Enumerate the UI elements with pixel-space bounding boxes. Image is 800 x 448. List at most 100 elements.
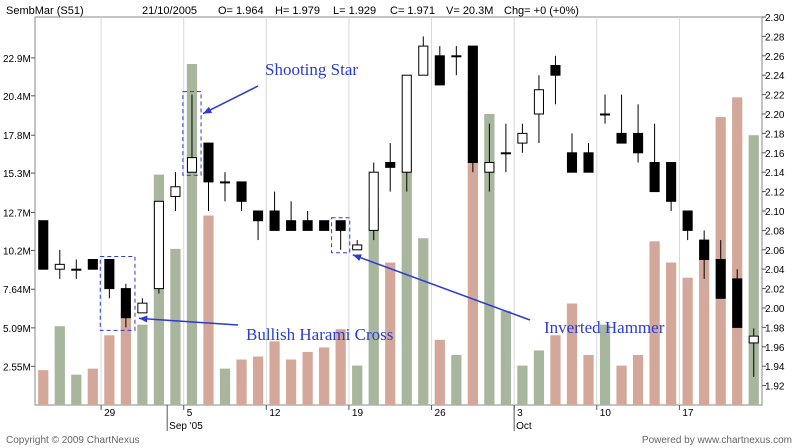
header-date: 21/10/2005 bbox=[142, 5, 197, 17]
price-tick-label: 2.00 bbox=[765, 304, 785, 315]
candle-body bbox=[467, 45, 478, 163]
candle-body bbox=[38, 220, 49, 270]
candle-body bbox=[666, 162, 677, 202]
candle-body bbox=[583, 152, 594, 173]
month-label: Oct bbox=[516, 421, 532, 432]
candle-body bbox=[566, 152, 578, 173]
candle-body bbox=[533, 89, 544, 115]
annotation-arrow-head bbox=[138, 315, 148, 323]
volume-bar bbox=[666, 262, 677, 405]
volume-bar bbox=[252, 356, 264, 405]
volume-tick-label: 2.55M bbox=[3, 362, 31, 373]
volume-bar bbox=[533, 350, 545, 405]
candle-body bbox=[484, 162, 495, 173]
candle-body bbox=[104, 259, 115, 290]
annotation-label: Bullish Harami Cross bbox=[246, 325, 393, 344]
date-tick-label: 12 bbox=[269, 408, 281, 419]
annotation-arrow-line bbox=[352, 254, 531, 321]
volume-bar bbox=[418, 238, 429, 405]
header-symbol: SembMar (S51) bbox=[6, 5, 84, 17]
annotation-arrow-head bbox=[352, 254, 362, 261]
price-tick-label: 1.98 bbox=[765, 323, 785, 334]
candle-body bbox=[137, 302, 148, 314]
price-tick-label: 1.94 bbox=[765, 362, 785, 373]
price-tick-label: 2.26 bbox=[765, 52, 785, 63]
candle-body bbox=[219, 181, 231, 184]
header-high: H= 1.979 bbox=[275, 5, 320, 17]
price-tick-label: 2.08 bbox=[765, 226, 785, 237]
header-close: C= 1.971 bbox=[390, 5, 435, 17]
volume-bar bbox=[170, 248, 181, 405]
candle-body bbox=[71, 268, 82, 271]
price-tick-label: 2.14 bbox=[765, 168, 785, 179]
candle-body bbox=[699, 239, 710, 261]
header-low: L= 1.929 bbox=[333, 5, 376, 17]
volume-bar bbox=[285, 359, 297, 405]
header-volume: V= 20.3M bbox=[446, 5, 493, 17]
volume-bar bbox=[71, 374, 82, 405]
annotations: Shooting Star Bullish Harami Cross Inverte… bbox=[99, 60, 665, 344]
price-tick-label: 2.04 bbox=[765, 265, 785, 276]
candle-body bbox=[335, 220, 346, 231]
date-tick-label: 17 bbox=[682, 408, 694, 419]
candle-body bbox=[715, 259, 726, 299]
price-tick-label: 2.20 bbox=[765, 110, 785, 121]
candle-body bbox=[517, 132, 528, 144]
price-tick-label: 2.28 bbox=[765, 32, 785, 43]
volume-bar bbox=[385, 262, 396, 405]
volume-bar bbox=[302, 351, 313, 405]
volume-bar bbox=[368, 207, 379, 405]
candle-body bbox=[319, 220, 330, 231]
volume-bar bbox=[649, 241, 660, 405]
volume-bar bbox=[467, 89, 478, 405]
volume-bar bbox=[38, 370, 49, 405]
volume-bar bbox=[682, 277, 693, 405]
price-axis: 2.30 2.28 2.26 2.24 2.22 2.20 2.18 2.16 2.14 2.12… bbox=[762, 13, 785, 393]
candle-body bbox=[451, 55, 462, 58]
volume-bar bbox=[451, 354, 462, 405]
candle-body bbox=[54, 263, 65, 270]
volume-bar bbox=[186, 63, 198, 405]
volume-bar bbox=[732, 97, 743, 405]
volume-tick-label: 22.9M bbox=[3, 54, 31, 65]
volume-bar bbox=[137, 324, 148, 405]
date-tick-label: 29 bbox=[104, 408, 116, 419]
price-tick-label: 2.16 bbox=[765, 149, 785, 160]
header-change: Chg= +0 (+0%) bbox=[504, 5, 579, 17]
candle-body bbox=[269, 210, 280, 231]
volume-bar bbox=[54, 326, 65, 405]
annotation-box bbox=[331, 217, 351, 254]
candle-body bbox=[616, 132, 627, 144]
footer-powered: Powered by www.chartnexus.com bbox=[642, 435, 792, 446]
volume-tick-label: 15.3M bbox=[3, 169, 31, 180]
price-tick-label: 2.24 bbox=[765, 71, 785, 82]
price-tick-label: 1.92 bbox=[765, 382, 785, 393]
price-tick-label: 1.96 bbox=[765, 343, 785, 354]
annotation-label: Inverted Hammer bbox=[544, 318, 665, 337]
volume-tick-label: 17.8M bbox=[3, 131, 31, 142]
volume-tick-label: 20.4M bbox=[3, 92, 31, 103]
date-tick-label: 26 bbox=[435, 408, 447, 419]
candle-body bbox=[368, 171, 379, 231]
volume-tick-label: 12.7M bbox=[3, 209, 31, 220]
volume-bar bbox=[599, 324, 611, 405]
header-bar: SembMar (S51) 21/10/2005 O= 1.964 H= 1.9… bbox=[6, 5, 579, 17]
volume-bar bbox=[319, 347, 330, 405]
candle-body bbox=[236, 181, 247, 202]
candle-body bbox=[633, 132, 644, 154]
annotation-arrow-head bbox=[203, 106, 213, 114]
candle-body bbox=[87, 259, 98, 270]
footer-bar: Copyright © 2009 ChartNexus Powered by w… bbox=[6, 435, 792, 446]
candle-body bbox=[253, 210, 264, 222]
volume-bar bbox=[120, 311, 131, 405]
price-candles bbox=[38, 36, 759, 377]
volume-bar bbox=[203, 215, 214, 405]
volume-tick-label: 10.2M bbox=[3, 246, 31, 257]
candle-body bbox=[286, 220, 297, 231]
volume-bar bbox=[219, 368, 231, 405]
price-tick-label: 2.18 bbox=[765, 129, 785, 140]
candle-body bbox=[153, 200, 164, 290]
volume-bar bbox=[632, 354, 644, 405]
volume-bar bbox=[583, 354, 594, 405]
